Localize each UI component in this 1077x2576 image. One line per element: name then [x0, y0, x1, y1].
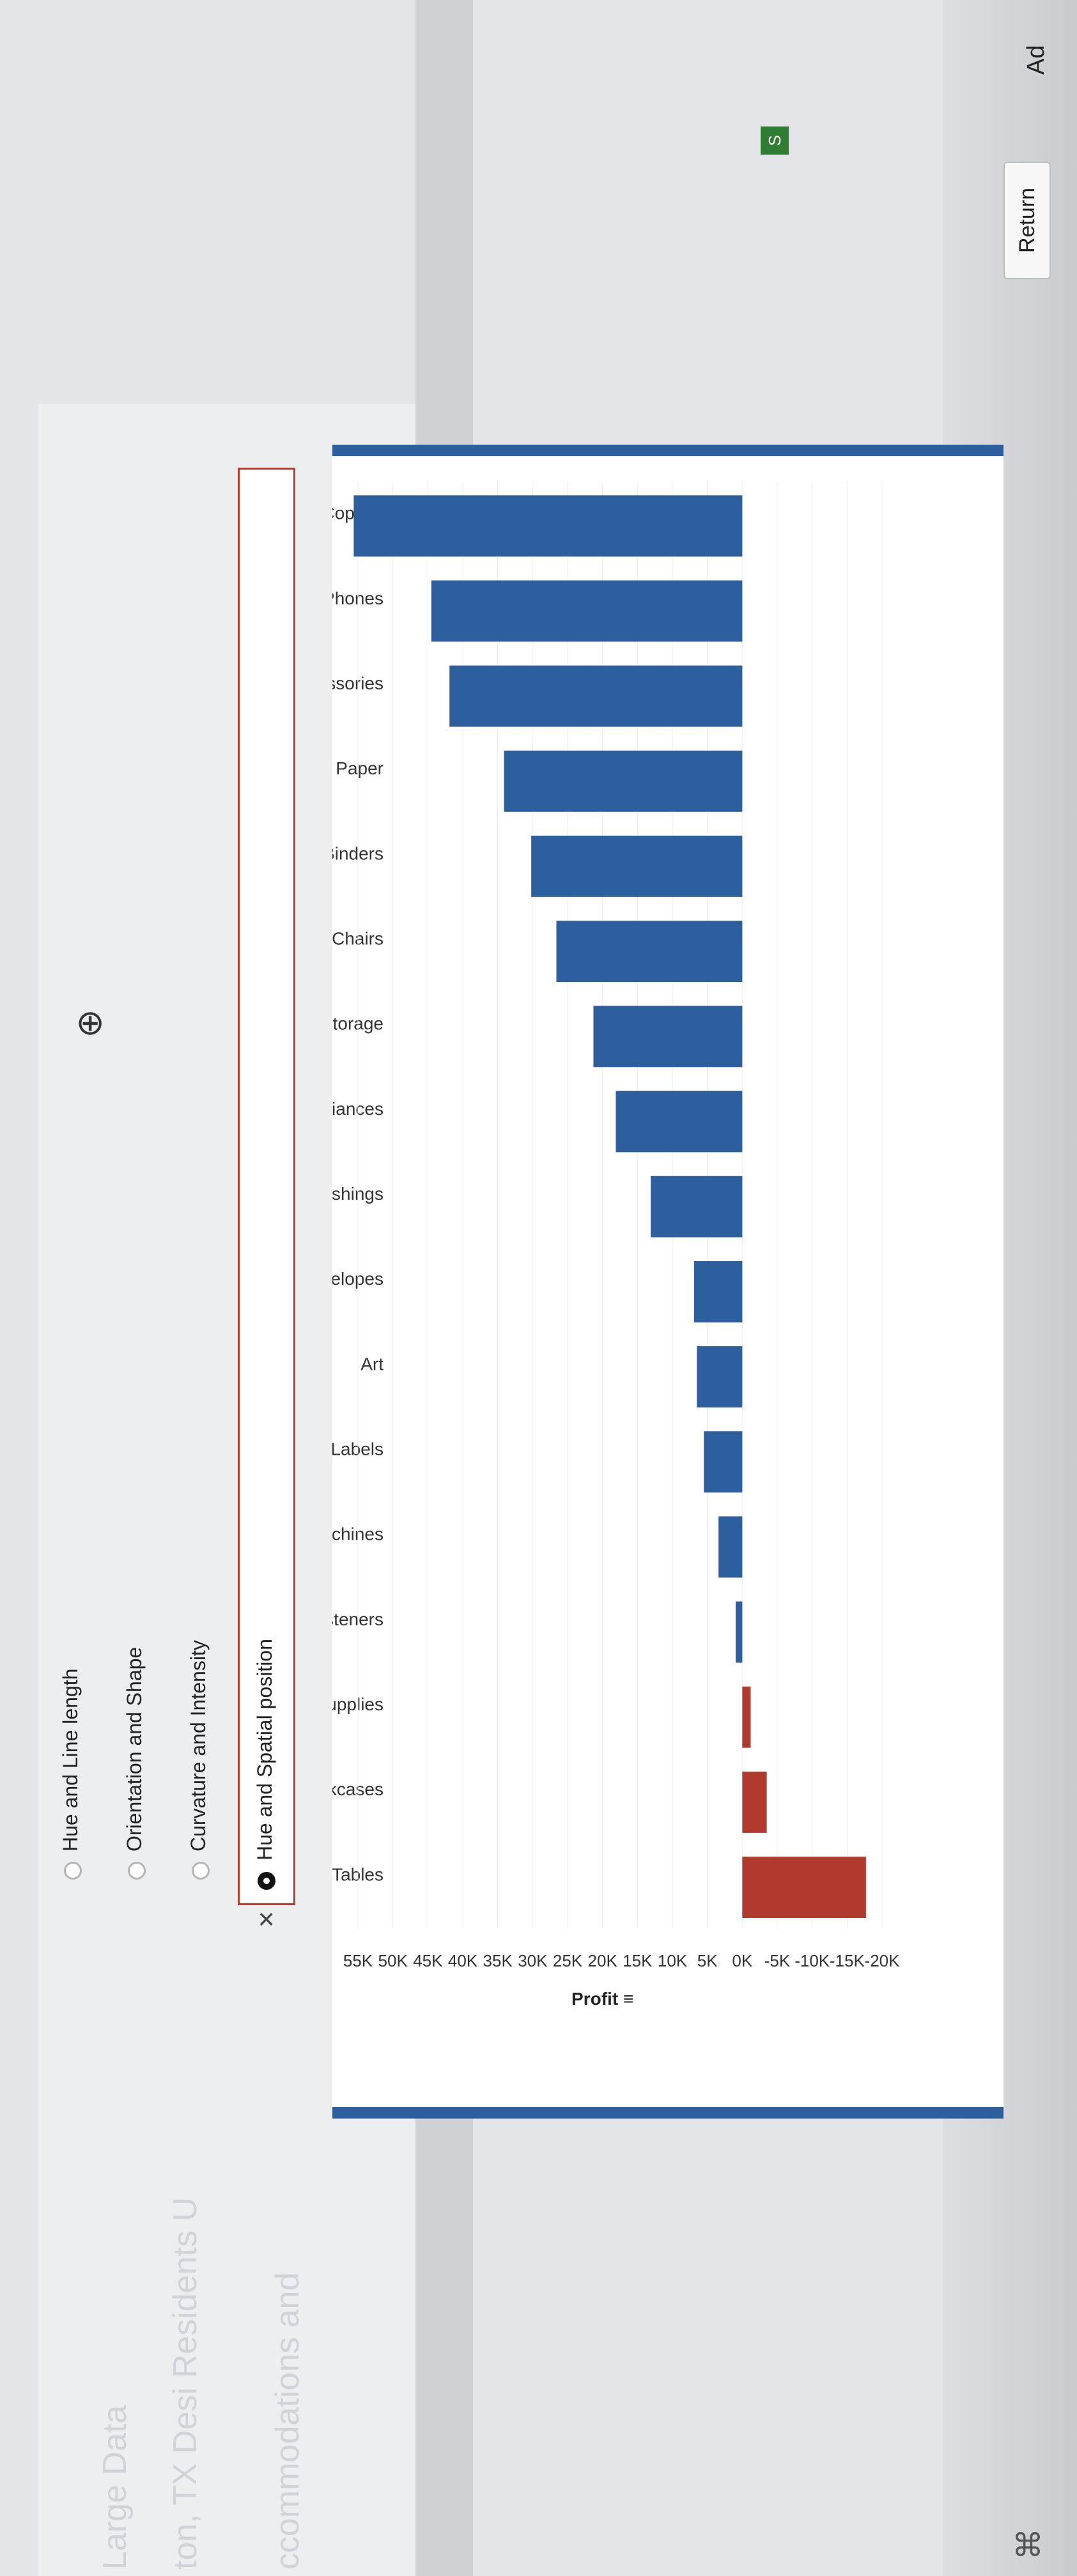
- bar-phones[interactable]: [431, 580, 743, 642]
- option-3-label[interactable]: Orientation and Shape: [123, 1646, 146, 1851]
- bar-paper[interactable]: [504, 750, 743, 812]
- x-tick-label: 40K: [448, 1951, 478, 1970]
- bar-supplies[interactable]: [742, 1686, 751, 1748]
- ghost-text-1: Large Data: [97, 2405, 134, 2570]
- incorrect-x-icon: ✕: [254, 1910, 280, 1929]
- bar-envelopes[interactable]: [693, 1261, 743, 1322]
- x-tick-label: 15K: [623, 1951, 653, 1970]
- radio-option-3[interactable]: [128, 1862, 146, 1880]
- x-tick-label: -5K: [764, 1951, 791, 1970]
- x-axis-title: Profit ≡: [571, 1989, 633, 2009]
- x-tick-label: 30K: [518, 1951, 548, 1970]
- x-tick-label: 25K: [553, 1951, 583, 1970]
- x-tick-label: -10K: [794, 1951, 830, 1970]
- bar-copiers[interactable]: [353, 495, 743, 557]
- x-tick-label: -20K: [865, 1951, 901, 1970]
- option-2-label[interactable]: Curvature and Intensity: [187, 1640, 210, 1851]
- option-4-label[interactable]: Hue and Line length: [59, 1668, 82, 1851]
- ghost-text-2: ton, TX Desi Residents U: [167, 2197, 204, 2570]
- return-button[interactable]: Return: [1003, 162, 1051, 279]
- bar-bookcases[interactable]: [742, 1771, 767, 1833]
- bar-machines[interactable]: [718, 1516, 743, 1578]
- radio-option-4[interactable]: [64, 1862, 82, 1880]
- x-tick-label: 55K: [343, 1951, 373, 1970]
- bar-labels[interactable]: [704, 1431, 743, 1493]
- add-menu-label[interactable]: Ad: [1023, 45, 1050, 75]
- bar-appliances[interactable]: [616, 1091, 743, 1153]
- app-badge[interactable]: S: [761, 126, 789, 155]
- bar-accessories[interactable]: [449, 665, 743, 727]
- radio-option-1[interactable]: [258, 1872, 275, 1890]
- profit-bar-chart: CopiersPhonesAccessoriesPaperBindersChai…: [332, 482, 901, 2009]
- chart-frame: CopiersPhonesAccessoriesPaperBindersChai…: [332, 445, 1003, 2119]
- x-tick-label: 10K: [658, 1951, 688, 1970]
- x-tick-label: 0K: [732, 1951, 752, 1970]
- bar-furnishings[interactable]: [651, 1176, 743, 1238]
- x-tick-label: 35K: [483, 1951, 513, 1970]
- bar-tables[interactable]: [742, 1857, 866, 1919]
- x-tick-label: 20K: [588, 1951, 618, 1970]
- bar-storage[interactable]: [593, 1006, 743, 1068]
- category-label: Paper: [336, 758, 384, 778]
- x-tick-label: -15K: [830, 1951, 865, 1970]
- radio-option-2[interactable]: [192, 1862, 210, 1880]
- category-label: Art: [360, 1354, 384, 1374]
- bar-art[interactable]: [697, 1346, 743, 1407]
- x-tick-label: 5K: [697, 1951, 718, 1970]
- ghost-text-3: ccommodations and: [269, 2272, 306, 2570]
- bar-fasteners[interactable]: [735, 1601, 743, 1663]
- zoom-in-icon[interactable]: ⊕: [69, 1009, 109, 1038]
- ribbon-icon[interactable]: ⌘: [1011, 2528, 1048, 2560]
- bar-binders[interactable]: [531, 836, 743, 897]
- bar-chairs[interactable]: [556, 921, 743, 983]
- x-tick-label: 50K: [378, 1951, 408, 1970]
- option-1-label[interactable]: Hue and Spatial position: [253, 1639, 276, 1860]
- x-tick-label: 45K: [413, 1951, 443, 1970]
